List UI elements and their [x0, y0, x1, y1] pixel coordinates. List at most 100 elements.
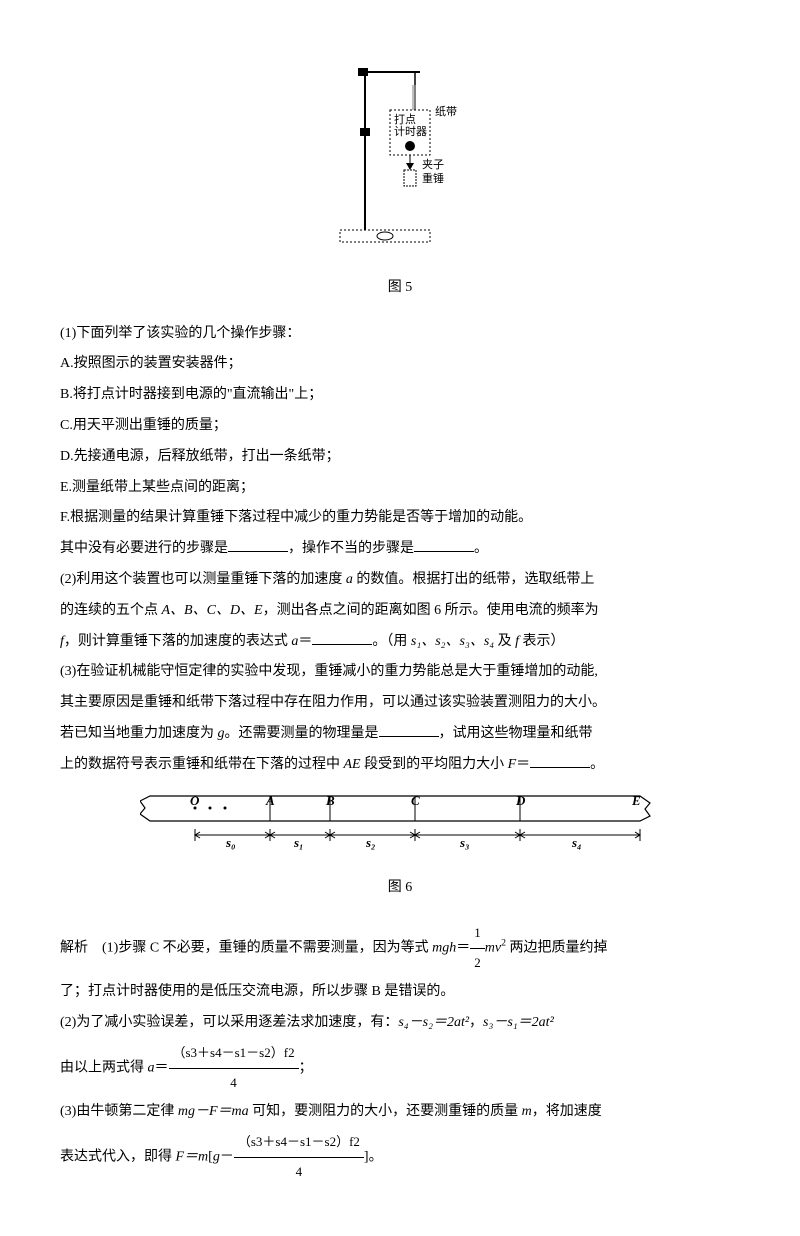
- q2-l3b: ＝: [298, 634, 312, 649]
- seg-s3: s₃: [459, 835, 470, 850]
- analysis-p1: 解析 (1)步骤 C 不必要，重锤的质量不需要测量，因为等式 mgh＝12mv2…: [60, 919, 740, 977]
- label-clip: 夹子: [422, 158, 444, 171]
- a-p1eq1: mgh: [432, 940, 456, 955]
- pt-B: B: [325, 793, 335, 808]
- figure2-caption: 图 6: [60, 873, 740, 904]
- frac-den: 2: [470, 949, 485, 978]
- frac-num: 1: [470, 919, 485, 949]
- label-tape: 纸带: [435, 105, 457, 118]
- a-p1eq2: mv: [485, 940, 501, 955]
- pt-D: D: [515, 793, 526, 808]
- seg-s1: s₁: [293, 835, 304, 850]
- blank-quantity[interactable]: [379, 722, 439, 737]
- q3-l3b: 。还需要测量的物理量是: [225, 726, 379, 741]
- q3-l3a: 若已知当地重力加速度为: [60, 726, 218, 741]
- q1-tail: 其中没有必要进行的步骤是 ，操作不当的步骤是 。: [60, 534, 740, 565]
- q1-optE: E.测量纸带上某些点间的距离；: [60, 473, 740, 504]
- q1-optD: D.先接通电源，后释放纸带，打出一条纸带；: [60, 442, 740, 473]
- q3-seg: AE: [344, 757, 361, 772]
- label-weight: 重锤: [422, 171, 444, 185]
- frac-force-num: （s3＋s4－s1－s2）f2: [234, 1128, 364, 1158]
- a-p4c: ，将加速度: [532, 1104, 602, 1119]
- q2-svars: s₁、s₂、s₃、s₄: [411, 634, 494, 649]
- q3-l4b: 段受到的平均阻力大小: [361, 757, 508, 772]
- figure-apparatus: 打点 计时器 纸带 夹子 重锤: [60, 60, 740, 263]
- q3-var-g: g: [218, 726, 225, 741]
- q2-l1b: 的数值。根据打出的纸带，选取纸带上: [353, 572, 595, 587]
- blank-step-unnecessary[interactable]: [228, 537, 288, 552]
- q3-line3: 若已知当地重力加速度为 g。还需要测量的物理量是 ，试用这些物理量和纸带: [60, 719, 740, 750]
- q1-tail-end: 。: [474, 541, 488, 556]
- q2-line1: (2)利用这个装置也可以测量重锤下落的加速度 a 的数值。根据打出的纸带，选取纸…: [60, 565, 740, 596]
- q2-l2a: 的连续的五个点: [60, 603, 162, 618]
- a-p4var: m: [522, 1104, 532, 1119]
- a-p4a: (3)由牛顿第二定律: [60, 1104, 178, 1119]
- pt-E: E: [631, 793, 641, 808]
- q2-l2b: ，测出各点之间的距离如图 6 所示。使用电流的频率为: [263, 603, 599, 618]
- a-p2eq1: s₄－s₂＝2at²: [398, 1015, 469, 1030]
- q1-optA: A.按照图示的装置安装器件；: [60, 349, 740, 380]
- q3-l4c: ＝: [516, 757, 530, 772]
- a-p3a: 由以上两式得: [60, 1060, 148, 1075]
- blank-force-expr[interactable]: [530, 753, 590, 768]
- blank-step-wrong[interactable]: [414, 537, 474, 552]
- q2-l1a: (2)利用这个装置也可以测量重锤下落的加速度: [60, 572, 346, 587]
- q3-var-F: F: [508, 757, 517, 772]
- label-timer-1: 打点: [394, 112, 416, 126]
- q1-intro: (1)下面列举了该实验的几个操作步骤：: [60, 319, 740, 350]
- blank-accel-expr[interactable]: [312, 630, 372, 645]
- q1-tail-pre: 其中没有必要进行的步骤是: [60, 541, 228, 556]
- figure-tape: O A B C D E s₀ s₁ s₂ s₃ s₄: [60, 791, 740, 864]
- q3-l3c: ，试用这些物理量和纸带: [439, 726, 593, 741]
- figure1-caption: 图 5: [60, 273, 740, 304]
- q2-l3d: 及: [494, 634, 515, 649]
- q1-optF: F.根据测量的结果计算重锤下落过程中减少的重力势能是否等于增加的动能。: [60, 503, 740, 534]
- frac-force-den: 4: [234, 1158, 364, 1187]
- seg-s0: s₀: [225, 835, 236, 850]
- q2-line2: 的连续的五个点 A、B、C、D、E，测出各点之间的距离如图 6 所示。使用电流的…: [60, 596, 740, 627]
- q2-l3a: ，则计算重锤下落的加速度的表达式: [64, 634, 292, 649]
- a-p4eq: mg－F＝ma: [178, 1104, 249, 1119]
- seg-s4: s₄: [571, 835, 582, 850]
- label-timer-2: 计时器: [394, 125, 427, 138]
- frac-accel-den: 4: [169, 1069, 299, 1098]
- a-p3c: ；: [299, 1060, 313, 1075]
- a-p5a: 表达式代入，即得: [60, 1149, 176, 1164]
- frac-accel-num: （s3＋s4－s1－s2）f2: [169, 1039, 299, 1069]
- a-p1c: 两边把质量约掉: [506, 940, 608, 955]
- a-p2eq2: s₃－s₁＝2at²: [483, 1015, 554, 1030]
- analysis-p2: (2)为了减小实验误差，可以采用逐差法求加速度，有：s₄－s₂＝2at²，s₃－…: [60, 1008, 740, 1039]
- a-p4b: 可知，要测阻力的大小，还要测重锤的质量: [249, 1104, 522, 1119]
- q2-l3c: 。（用: [372, 634, 411, 649]
- a-p2a: (2)为了减小实验误差，可以采用逐差法求加速度，有：: [60, 1015, 398, 1030]
- seg-s2: s₂: [365, 835, 376, 850]
- a-p5var: g: [213, 1149, 220, 1164]
- a-p3b: ＝: [155, 1060, 169, 1075]
- q3-l4d: 。: [590, 757, 604, 772]
- a-p5d: ]。: [364, 1149, 383, 1164]
- frac-force: （s3＋s4－s1－s2）f24: [234, 1128, 364, 1186]
- q2-var-a: a: [346, 572, 353, 587]
- q1-optC: C.用天平测出重锤的质量；: [60, 411, 740, 442]
- analysis-p1d: 了；打点计时器使用的是低压交流电源，所以步骤 B 是错误的。: [60, 977, 740, 1008]
- analysis-p5: 表达式代入，即得 F＝m[g－（s3＋s4－s1－s2）f24]。: [60, 1128, 740, 1186]
- a-p5c: －: [220, 1149, 234, 1164]
- pt-O: O: [190, 793, 200, 808]
- q1-tail-mid: ，操作不当的步骤是: [288, 541, 414, 556]
- frac-half: 12: [470, 919, 485, 977]
- analysis-p3: 由以上两式得 a＝（s3＋s4－s1－s2）f24；: [60, 1039, 740, 1097]
- a-p3var: a: [148, 1060, 155, 1075]
- q3-l4a: 上的数据符号表示重锤和纸带在下落的过程中: [60, 757, 344, 772]
- pt-C: C: [411, 793, 420, 808]
- q3-line1: (3)在验证机械能守恒定律的实验中发现，重锤减小的重力势能总是大于重锤增加的动能…: [60, 657, 740, 688]
- a-p5eq1: F＝m: [176, 1149, 209, 1164]
- q2-l3e: 表示）: [519, 634, 565, 649]
- analysis-label: 解析: [60, 940, 88, 955]
- a-p2b: ，: [469, 1015, 483, 1030]
- a-p1a: (1)步骤 C 不必要，重锤的质量不需要测量，因为等式: [88, 940, 432, 955]
- q3-line4: 上的数据符号表示重锤和纸带在下落的过程中 AE 段受到的平均阻力大小 F＝ 。: [60, 750, 740, 781]
- pt-A: A: [265, 793, 275, 808]
- q2-line3: f，则计算重锤下落的加速度的表达式 a＝。（用 s₁、s₂、s₃、s₄ 及 f …: [60, 627, 740, 658]
- frac-accel: （s3＋s4－s1－s2）f24: [169, 1039, 299, 1097]
- q2-points: A、B、C、D、E: [162, 603, 263, 618]
